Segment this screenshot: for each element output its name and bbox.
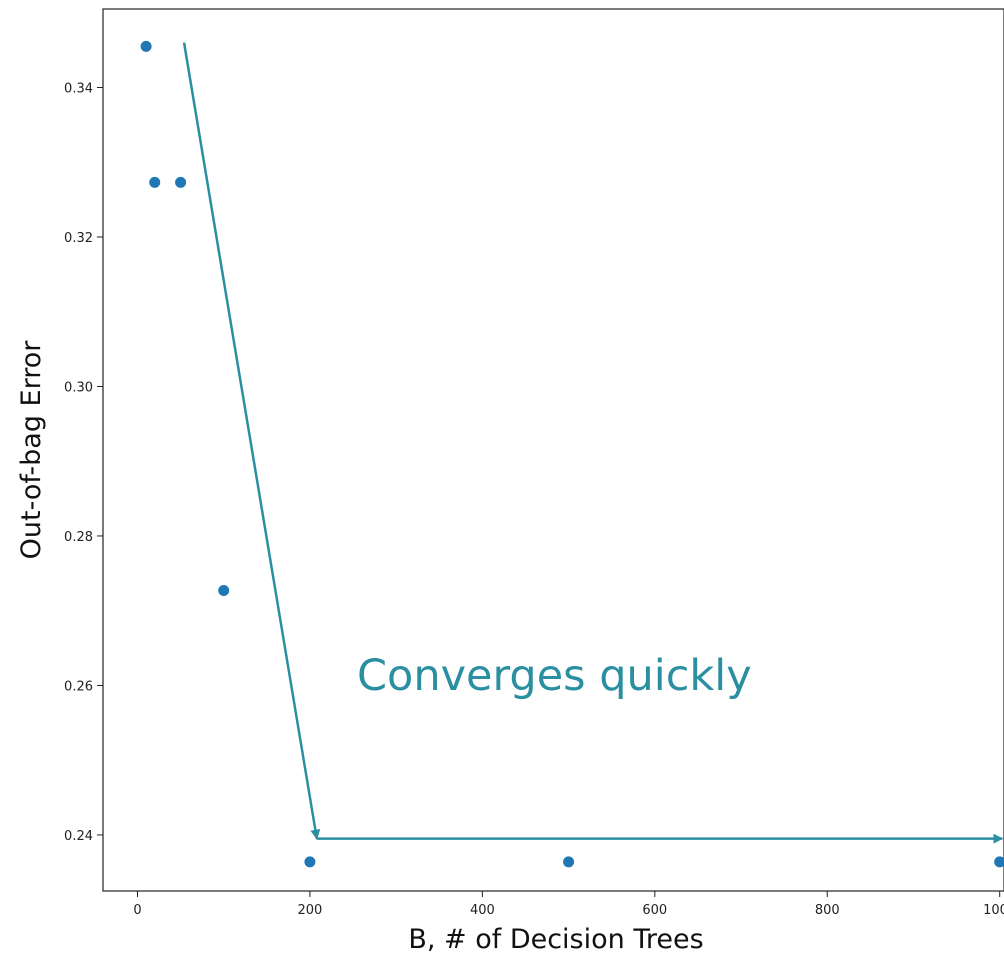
y-tick-label: 0.34: [64, 81, 93, 96]
x-axis-title: B, # of Decision Trees: [408, 924, 703, 955]
x-tick-label: 400: [470, 903, 495, 918]
y-axis-ticks: 0.24 0.26 0.28 0.30 0.32 0.34: [64, 81, 103, 844]
data-point: [140, 40, 152, 52]
y-tick-label: 0.30: [64, 380, 93, 395]
data-point: [218, 585, 230, 597]
x-tick-label: 0: [133, 903, 141, 918]
x-tick-label: 600: [642, 903, 667, 918]
data-point: [149, 176, 161, 188]
x-tick-label: 800: [815, 903, 840, 918]
annotation-arrow: [182, 42, 321, 840]
data-points: [140, 40, 1004, 868]
x-tick-label: 200: [298, 903, 323, 918]
plot-frame: [102, 8, 1004, 892]
y-tick-label: 0.32: [64, 231, 93, 246]
y-tick-label: 0.24: [64, 829, 93, 844]
y-tick-label: 0.28: [64, 530, 93, 545]
y-tick-label: 0.26: [64, 679, 93, 694]
data-point: [994, 856, 1004, 868]
annotation-text: Converges quickly: [357, 651, 752, 701]
y-axis-title: Out-of-bag Error: [16, 340, 47, 560]
data-point: [175, 176, 187, 188]
data-point: [563, 856, 575, 868]
data-point: [304, 856, 316, 868]
annotation-arrows: [182, 42, 1004, 844]
